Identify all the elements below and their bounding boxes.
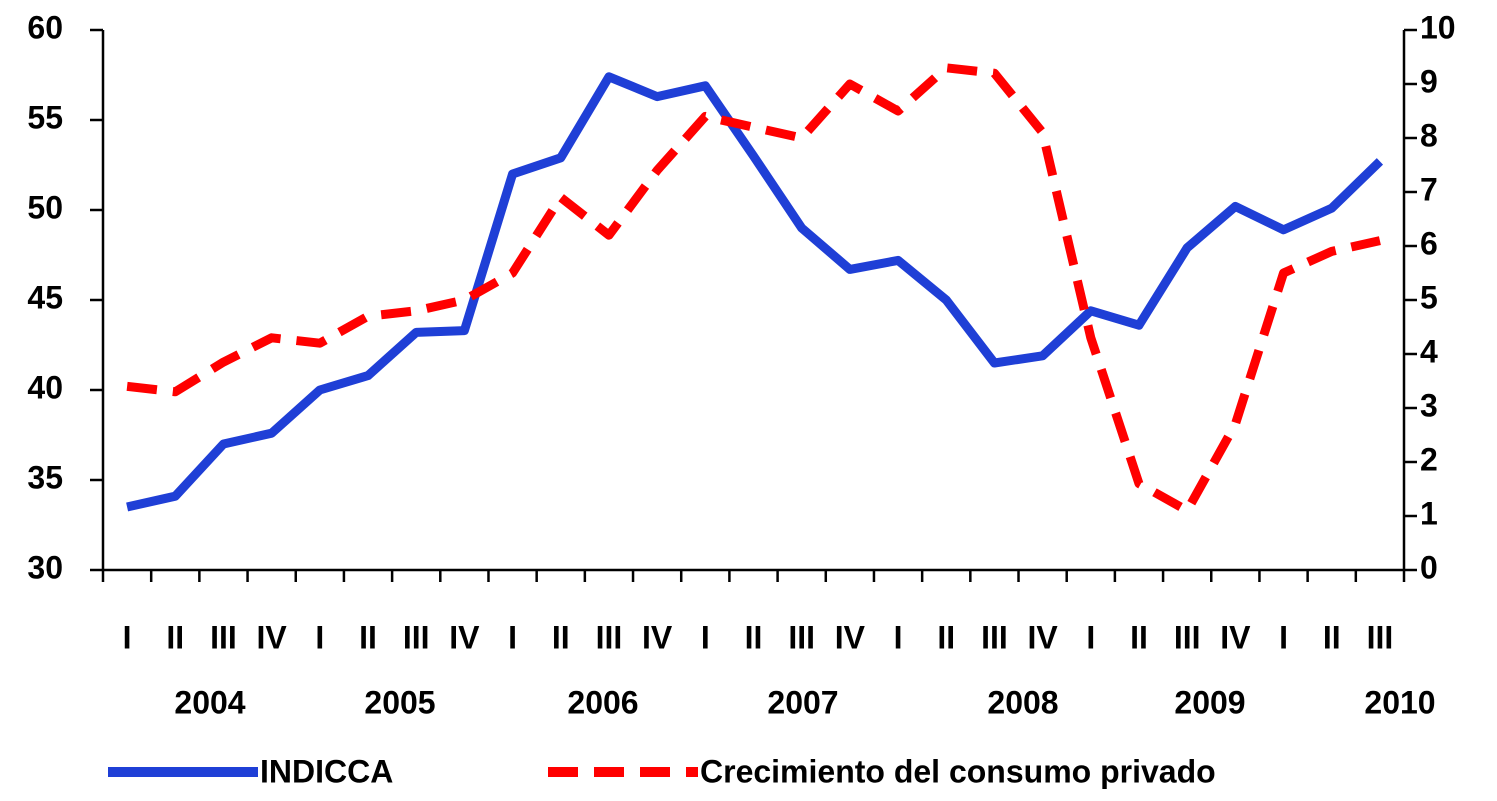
year-label: 2010 — [1364, 684, 1435, 720]
x-tick-label: I — [123, 619, 132, 655]
year-label: 2005 — [364, 684, 435, 720]
year-label: 2006 — [567, 684, 638, 720]
x-tick-label: IV — [449, 619, 480, 655]
year-label: 2004 — [174, 684, 245, 720]
x-tick-label: II — [552, 619, 570, 655]
x-tick-label: I — [894, 619, 903, 655]
x-tick-label: II — [937, 619, 955, 655]
legend-label: Crecimiento del consumo privado — [700, 753, 1216, 789]
x-tick-label: I — [1086, 619, 1095, 655]
y2-tick-label: 6 — [1420, 225, 1438, 261]
x-tick-label: IV — [257, 619, 288, 655]
x-tick-label: II — [359, 619, 377, 655]
x-tick-label: IV — [1220, 619, 1251, 655]
year-label: 2007 — [767, 684, 838, 720]
x-tick-label: III — [981, 619, 1008, 655]
x-tick-label: IV — [835, 619, 866, 655]
x-tick-label: I — [701, 619, 710, 655]
x-tick-label: III — [596, 619, 623, 655]
x-tick-label: III — [403, 619, 430, 655]
x-tick-label: I — [508, 619, 517, 655]
x-tick-label: II — [1130, 619, 1148, 655]
y-tick-label: 40 — [27, 369, 63, 405]
y2-tick-label: 10 — [1420, 9, 1456, 45]
y2-tick-label: 5 — [1420, 279, 1438, 315]
x-tick-label: III — [1367, 619, 1394, 655]
y2-tick-label: 3 — [1420, 387, 1438, 423]
y2-tick-label: 8 — [1420, 117, 1438, 153]
y-tick-label: 30 — [27, 549, 63, 585]
y-tick-label: 60 — [27, 9, 63, 45]
y2-tick-label: 1 — [1420, 495, 1438, 531]
y2-tick-label: 9 — [1420, 63, 1438, 99]
x-tick-label: II — [745, 619, 763, 655]
y-tick-label: 55 — [27, 99, 63, 135]
series-line — [126, 72, 1384, 512]
x-tick-label: IV — [1027, 619, 1058, 655]
y2-tick-label: 2 — [1420, 441, 1438, 477]
x-tick-label: III — [788, 619, 815, 655]
x-tick-label: II — [166, 619, 184, 655]
y2-tick-label: 7 — [1420, 171, 1438, 207]
y2-tick-label: 4 — [1420, 333, 1438, 369]
x-tick-label: I — [315, 619, 324, 655]
year-label: 2008 — [987, 684, 1058, 720]
x-tick-label: III — [1174, 619, 1201, 655]
legend-label: INDICCA — [260, 753, 393, 789]
y-tick-label: 35 — [27, 459, 63, 495]
x-tick-label: IV — [642, 619, 673, 655]
y-tick-label: 45 — [27, 279, 63, 315]
x-tick-label: III — [210, 619, 237, 655]
series-line — [126, 63, 1381, 516]
x-tick-label: II — [1323, 619, 1341, 655]
y2-tick-label: 0 — [1420, 549, 1438, 585]
y-tick-label: 50 — [27, 189, 63, 225]
x-tick-label: I — [1279, 619, 1288, 655]
year-label: 2009 — [1174, 684, 1245, 720]
